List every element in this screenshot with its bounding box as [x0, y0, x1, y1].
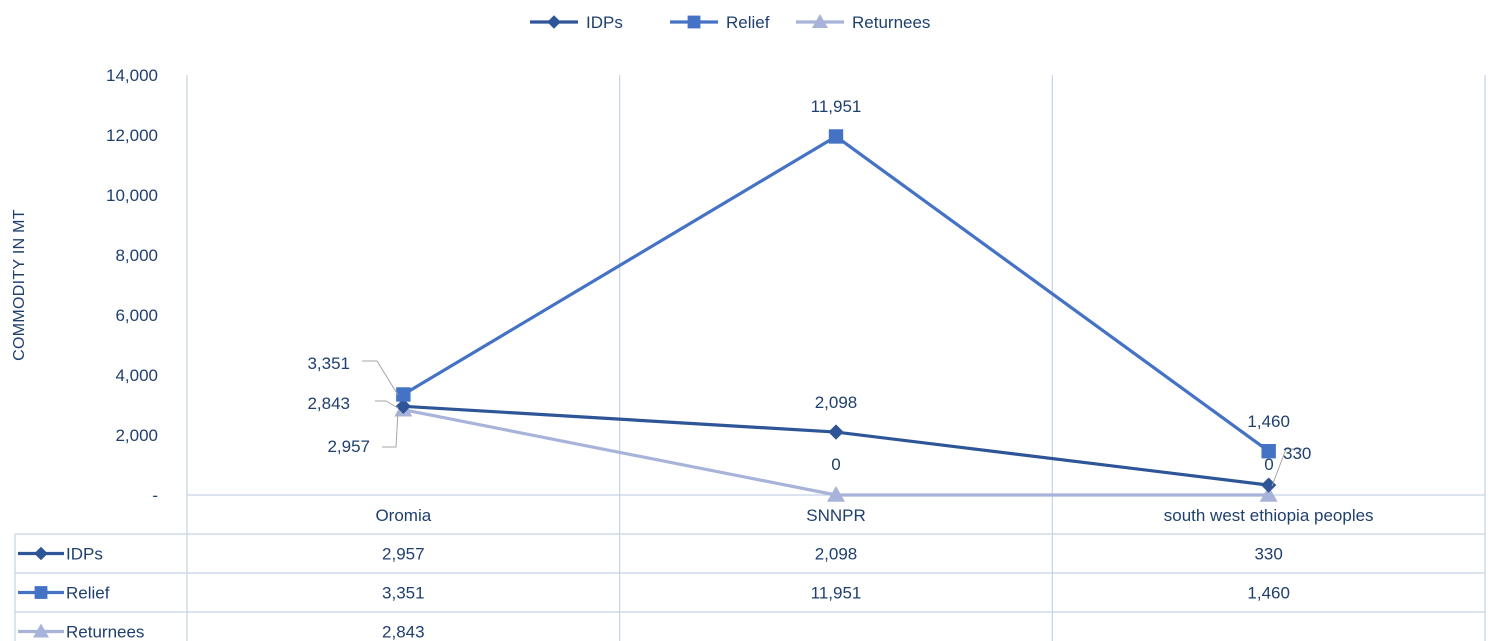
data-point-relief — [396, 387, 411, 402]
data-label-relief: 11,951 — [811, 97, 862, 116]
table-cell-relief: 3,351 — [382, 584, 425, 603]
data-point-relief — [828, 129, 844, 144]
y-tick-label: 6,000 — [115, 306, 158, 325]
y-tick-label: 2,000 — [115, 426, 158, 445]
legend-label-returnees: Returnees — [852, 13, 930, 32]
data-point-idps — [1261, 477, 1277, 493]
table-cell-idps: 2,098 — [815, 545, 858, 564]
data-label-idps: 2,098 — [815, 393, 858, 412]
y-axis-label: COMMODITY IN MT — [11, 209, 28, 361]
data-label-idps: 330 — [1283, 444, 1311, 463]
data-label-leader — [375, 400, 399, 409]
legend-marker-idps — [547, 15, 561, 29]
data-label-leader — [362, 360, 399, 396]
data-point-relief — [1261, 444, 1276, 459]
data-label-returnees: 0 — [831, 455, 840, 474]
data-label-leader — [382, 410, 399, 448]
table-cell-returnees: 2,843 — [382, 623, 425, 641]
table-key-marker-idps — [34, 546, 48, 561]
data-point-returnees — [1259, 486, 1278, 502]
y-tick-label: 10,000 — [106, 186, 158, 205]
table-row-label-idps: IDPs — [66, 545, 103, 564]
y-tick-label: 8,000 — [115, 246, 158, 265]
y-tick-label: 12,000 — [106, 126, 158, 145]
legend-marker-relief — [687, 15, 701, 29]
category-label: Oromia — [375, 506, 431, 525]
y-tick-label: 14,000 — [106, 66, 158, 85]
data-label-returnees: 0 — [1264, 455, 1273, 474]
legend-marker-returnees — [812, 14, 828, 28]
category-label: south west ethiopia peoples — [1164, 506, 1374, 525]
legend-label-relief: Relief — [726, 13, 770, 32]
legend-label-idps: IDPs — [586, 13, 623, 32]
table-cell-relief: 1,460 — [1247, 584, 1290, 603]
data-label-relief: 1,460 — [1247, 412, 1290, 431]
data-label-idps: 2,957 — [327, 437, 370, 456]
data-point-idps — [828, 424, 844, 440]
data-point-returnees — [827, 486, 845, 502]
series-line-returnees — [403, 408, 1269, 497]
table-key-marker-relief — [34, 586, 48, 599]
y-tick-label: - — [152, 486, 158, 505]
table-cell-idps: 330 — [1254, 545, 1282, 564]
table-row-label-returnees: Returnees — [66, 623, 144, 641]
table-cell-idps: 2,957 — [382, 545, 425, 564]
data-label-returnees: 2,843 — [307, 394, 350, 413]
table-key-marker-returnees — [33, 623, 49, 638]
table-cell-relief: 11,951 — [811, 584, 862, 603]
category-label: SNNPR — [806, 506, 866, 525]
data-label-leader — [1271, 448, 1302, 487]
data-point-idps — [395, 398, 411, 414]
table-row-label-relief: Relief — [66, 584, 110, 603]
data-label-relief: 3,351 — [307, 354, 350, 373]
y-tick-label: 4,000 — [115, 366, 158, 385]
